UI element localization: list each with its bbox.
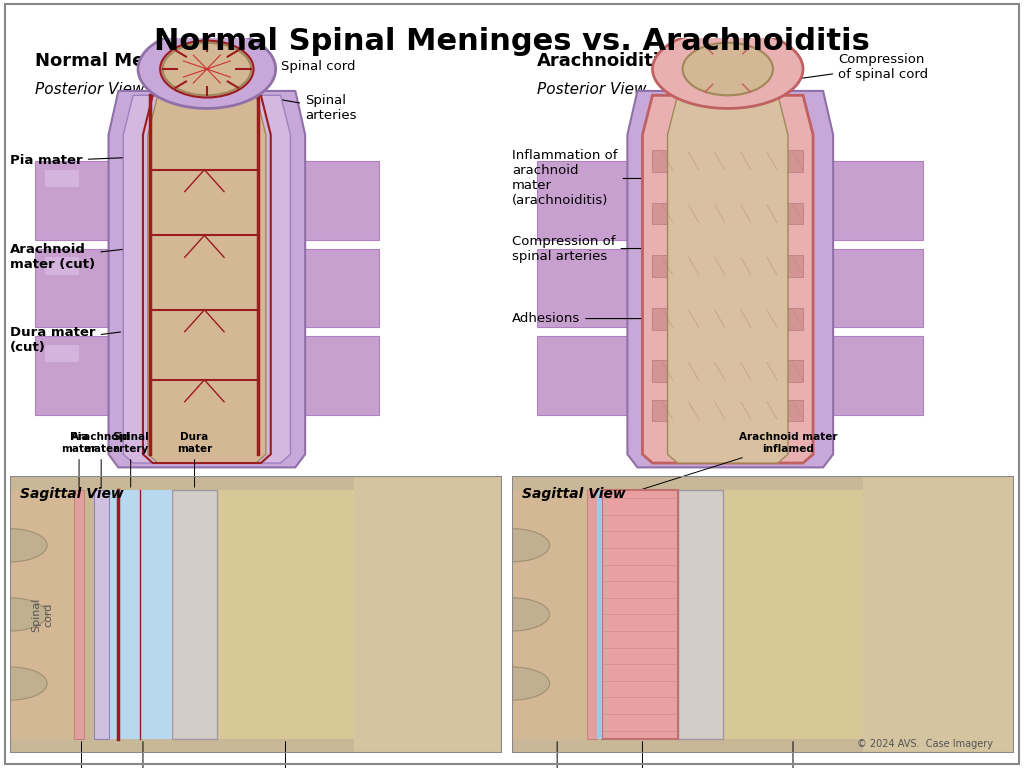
Ellipse shape (652, 30, 803, 108)
Ellipse shape (0, 528, 47, 562)
Polygon shape (668, 95, 788, 463)
Polygon shape (652, 308, 803, 329)
Polygon shape (172, 490, 217, 739)
Polygon shape (723, 490, 863, 739)
Polygon shape (678, 490, 723, 739)
Text: Compression of
spinal arteries: Compression of spinal arteries (512, 234, 659, 263)
Text: Adhesions: Adhesions (766, 742, 820, 768)
Polygon shape (863, 476, 1014, 753)
Text: Arachnoid mater
inflamed: Arachnoid mater inflamed (643, 432, 838, 489)
Polygon shape (823, 161, 924, 240)
Ellipse shape (474, 667, 550, 700)
Text: Dura mater
(cut): Dura mater (cut) (10, 326, 121, 355)
Ellipse shape (138, 30, 275, 108)
Text: Compression
of spinal cord: Compression of spinal cord (761, 53, 929, 84)
Ellipse shape (474, 528, 550, 562)
Polygon shape (652, 150, 803, 172)
Text: Sagittal View: Sagittal View (522, 487, 626, 502)
Text: Posterior View: Posterior View (35, 82, 144, 98)
Polygon shape (512, 490, 602, 739)
Polygon shape (45, 345, 79, 362)
Polygon shape (537, 336, 637, 415)
Text: Normal Spinal Meninges vs. Arachnoiditis: Normal Spinal Meninges vs. Arachnoiditis (154, 27, 870, 56)
Polygon shape (45, 257, 79, 275)
Text: Posterior View: Posterior View (537, 82, 646, 98)
Polygon shape (94, 490, 109, 739)
Text: Blood flow and
CSF restricted: Blood flow and CSF restricted (604, 742, 681, 768)
Polygon shape (537, 161, 637, 240)
Text: Spinal
arteries: Spinal arteries (259, 94, 356, 122)
Text: Sagittal View: Sagittal View (20, 487, 124, 502)
Ellipse shape (683, 43, 773, 95)
Polygon shape (652, 255, 803, 277)
Text: Spinal
artery: Spinal artery (113, 432, 150, 487)
Polygon shape (823, 336, 924, 415)
Text: Arachnoiditis: Arachnoiditis (537, 51, 671, 70)
Polygon shape (823, 249, 924, 327)
Polygon shape (45, 170, 79, 187)
Polygon shape (652, 203, 803, 224)
Text: Arachnoid
mater: Arachnoid mater (72, 432, 131, 487)
Polygon shape (35, 336, 119, 415)
Polygon shape (295, 161, 379, 240)
Polygon shape (35, 249, 119, 327)
Text: Cerebrospinal
fluid (CSF): Cerebrospinal fluid (CSF) (106, 742, 179, 768)
Text: Spinal cord: Spinal cord (224, 61, 355, 84)
Polygon shape (628, 91, 834, 468)
Polygon shape (295, 249, 379, 327)
Polygon shape (74, 490, 84, 739)
Ellipse shape (474, 598, 550, 631)
Polygon shape (642, 95, 813, 463)
Polygon shape (147, 95, 266, 463)
Text: Normal Meninges: Normal Meninges (35, 51, 211, 70)
Text: Arachnoid
mater (cut): Arachnoid mater (cut) (10, 243, 128, 271)
Polygon shape (295, 336, 379, 415)
Text: Pia
mater: Pia mater (61, 432, 96, 487)
Polygon shape (588, 490, 597, 739)
Text: Spinal cord
compression: Spinal cord compression (524, 742, 591, 768)
Text: © 2024 AVS.  Case Imagery: © 2024 AVS. Case Imagery (857, 739, 993, 749)
Polygon shape (123, 95, 291, 463)
Text: Spinal
cord: Spinal cord (32, 598, 53, 631)
Text: Epidural
space: Epidural space (264, 742, 307, 768)
Polygon shape (354, 476, 502, 753)
Ellipse shape (0, 598, 47, 631)
Polygon shape (652, 360, 803, 382)
Polygon shape (10, 476, 502, 753)
Polygon shape (109, 91, 305, 468)
Text: Dura
mater: Dura mater (177, 432, 212, 487)
Polygon shape (602, 490, 678, 739)
Polygon shape (597, 490, 602, 739)
Text: Pia mater: Pia mater (10, 154, 147, 167)
Text: Adhesions: Adhesions (512, 312, 659, 325)
Polygon shape (652, 399, 803, 422)
Text: Subarachnoid
space: Subarachnoid space (45, 742, 118, 768)
Polygon shape (537, 249, 637, 327)
Text: Inflammation of
arachnoid
mater
(arachnoiditis): Inflammation of arachnoid mater (arachno… (512, 150, 645, 207)
Polygon shape (35, 161, 119, 240)
Ellipse shape (163, 43, 251, 95)
Polygon shape (10, 490, 74, 739)
Polygon shape (109, 490, 172, 739)
Ellipse shape (0, 667, 47, 700)
Polygon shape (512, 476, 1014, 753)
Polygon shape (217, 490, 354, 739)
